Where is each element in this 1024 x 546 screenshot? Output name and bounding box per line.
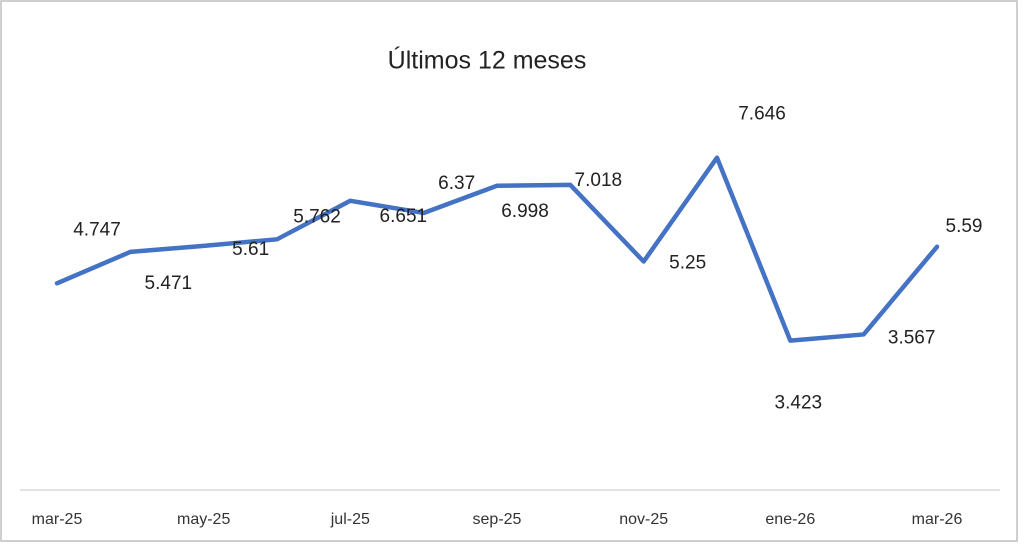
data-label: 3.567 xyxy=(888,327,936,348)
data-label: 6.998 xyxy=(501,201,549,222)
x-tick-label: may-25 xyxy=(177,511,230,528)
x-tick-label: mar-25 xyxy=(32,511,83,528)
data-label: 5.61 xyxy=(232,239,269,260)
x-tick-label: jul-25 xyxy=(330,511,370,528)
data-label: 5.25 xyxy=(669,253,706,274)
data-label: 7.018 xyxy=(575,170,623,191)
chart-title: Últimos 12 meses xyxy=(388,46,587,75)
x-tick-label: mar-26 xyxy=(912,511,963,528)
data-label: 3.423 xyxy=(775,393,823,414)
x-tick-label: ene-26 xyxy=(765,511,815,528)
data-label: 5.59 xyxy=(946,216,983,237)
data-label: 4.747 xyxy=(73,219,121,240)
data-label: 5.762 xyxy=(293,206,341,227)
x-tick-label: sep-25 xyxy=(473,511,522,528)
data-label: 6.651 xyxy=(380,206,428,227)
data-line xyxy=(54,155,940,343)
data-label: 6.37 xyxy=(438,173,475,194)
data-label: 5.471 xyxy=(145,273,193,294)
x-tick-label: nov-25 xyxy=(619,511,668,528)
data-label: 7.646 xyxy=(738,104,786,125)
